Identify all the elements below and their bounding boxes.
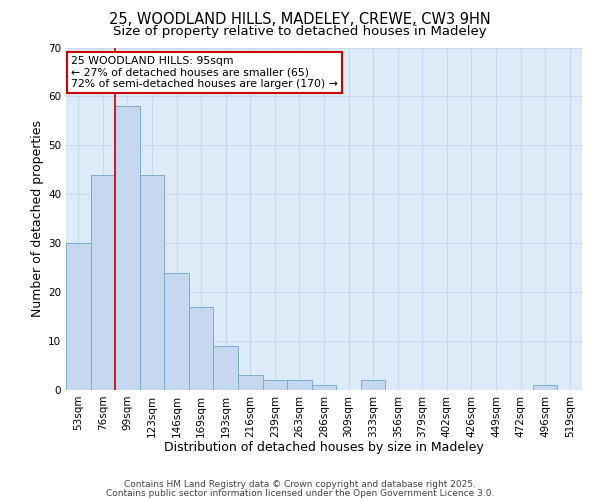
- Bar: [140, 174, 164, 390]
- Bar: [164, 272, 189, 390]
- Bar: [238, 376, 263, 390]
- Bar: [287, 380, 312, 390]
- Bar: [66, 243, 91, 390]
- Bar: [263, 380, 287, 390]
- Y-axis label: Number of detached properties: Number of detached properties: [31, 120, 44, 318]
- Bar: [91, 174, 115, 390]
- Bar: [312, 385, 336, 390]
- Bar: [189, 307, 214, 390]
- Text: Contains HM Land Registry data © Crown copyright and database right 2025.: Contains HM Land Registry data © Crown c…: [124, 480, 476, 489]
- Bar: [533, 385, 557, 390]
- Bar: [115, 106, 140, 390]
- X-axis label: Distribution of detached houses by size in Madeley: Distribution of detached houses by size …: [164, 441, 484, 454]
- Text: Contains public sector information licensed under the Open Government Licence 3.: Contains public sector information licen…: [106, 488, 494, 498]
- Bar: [214, 346, 238, 390]
- Bar: [361, 380, 385, 390]
- Text: 25 WOODLAND HILLS: 95sqm
← 27% of detached houses are smaller (65)
72% of semi-d: 25 WOODLAND HILLS: 95sqm ← 27% of detach…: [71, 56, 338, 90]
- Text: Size of property relative to detached houses in Madeley: Size of property relative to detached ho…: [113, 25, 487, 38]
- Text: 25, WOODLAND HILLS, MADELEY, CREWE, CW3 9HN: 25, WOODLAND HILLS, MADELEY, CREWE, CW3 …: [109, 12, 491, 28]
